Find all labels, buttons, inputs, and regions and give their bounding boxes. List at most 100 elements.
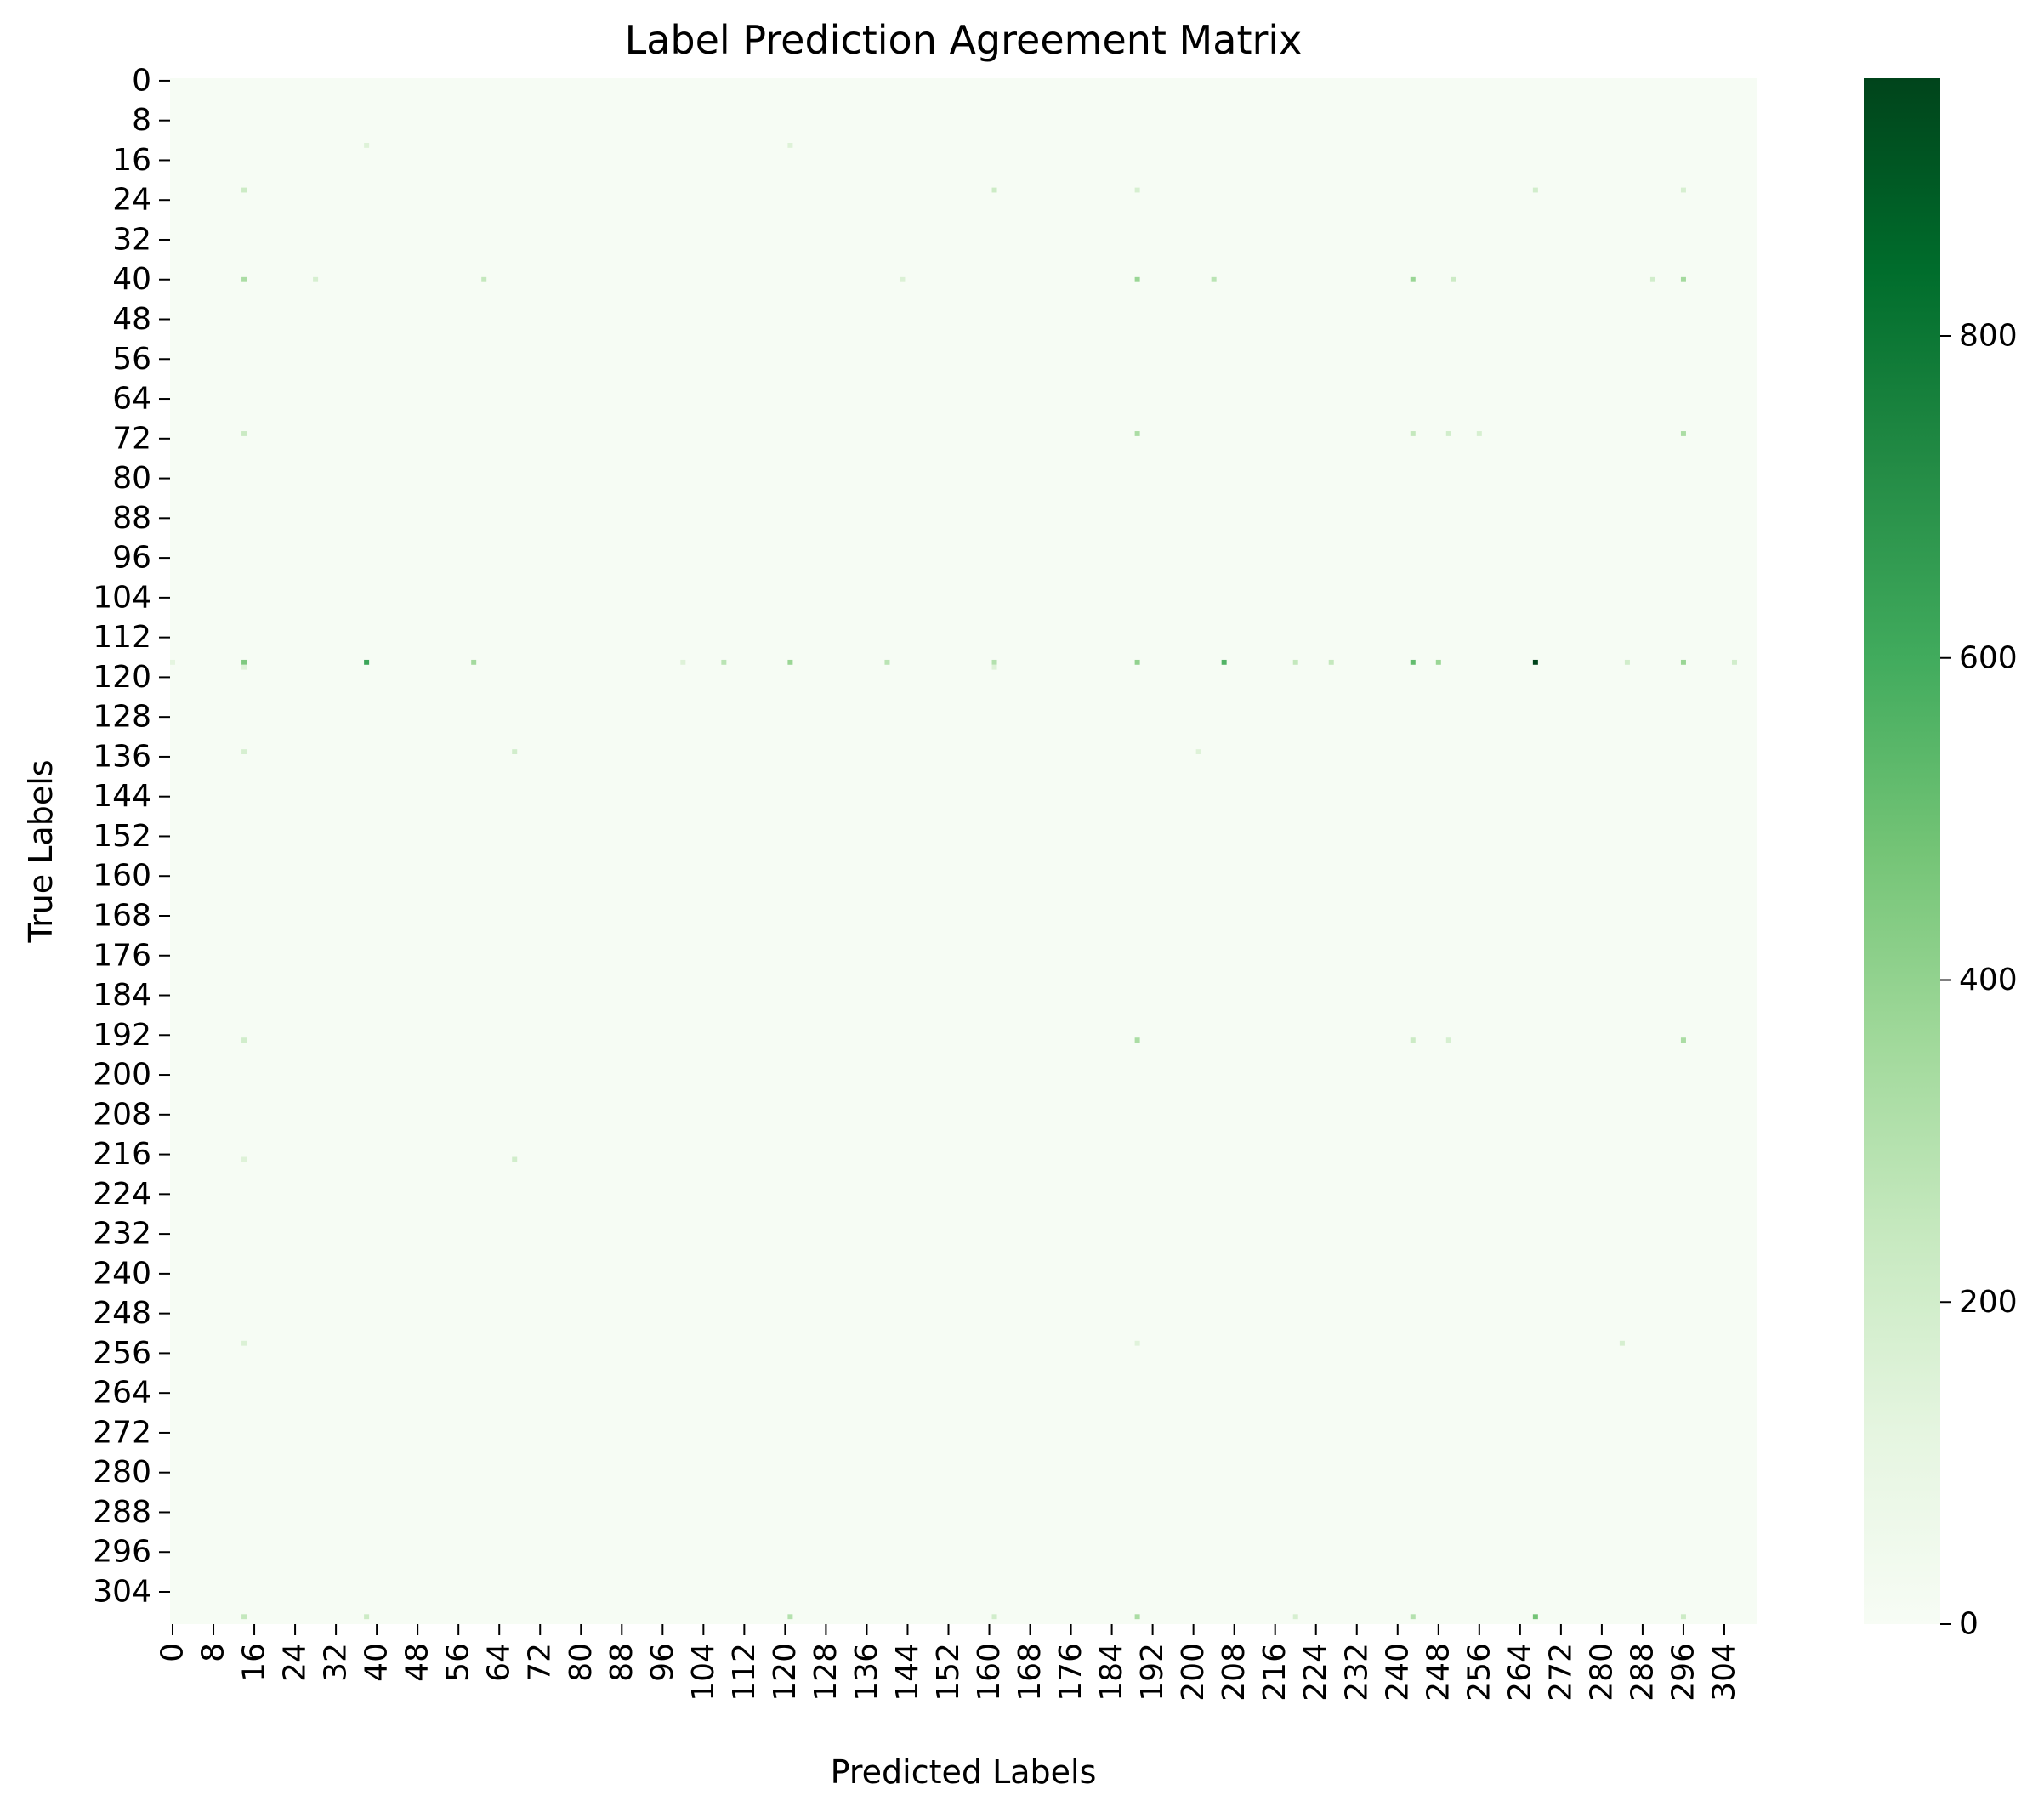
x-tick-label: 136 bbox=[849, 1643, 884, 1702]
x-tick-label: 160 bbox=[972, 1643, 1007, 1702]
y-tick-label: 0 bbox=[132, 63, 151, 98]
heatmap-cell-13-38 bbox=[364, 142, 370, 148]
heatmap-cell-22-296 bbox=[1680, 187, 1686, 193]
y-tick-label: 48 bbox=[112, 302, 151, 337]
x-tick-label: 56 bbox=[441, 1643, 476, 1682]
heatmap-cell-40-204 bbox=[1211, 276, 1217, 282]
x-tick-label: 128 bbox=[809, 1643, 843, 1702]
heatmap-cell-309-121 bbox=[787, 1614, 793, 1620]
y-tick-label: 240 bbox=[93, 1256, 151, 1291]
y-tick-label: 200 bbox=[93, 1058, 151, 1093]
heatmap-cell-71-296 bbox=[1680, 431, 1686, 436]
heatmap-cell-118-161 bbox=[991, 664, 997, 670]
y-tick-label: 184 bbox=[93, 978, 151, 1013]
x-tick-label: 280 bbox=[1584, 1643, 1619, 1702]
heatmap-cell-117-306 bbox=[1731, 659, 1737, 665]
heatmap-cell-117-38 bbox=[364, 659, 370, 665]
colorbar-tick-label: 600 bbox=[1959, 640, 2018, 675]
heatmap-cell-217-67 bbox=[512, 1156, 518, 1162]
heatmap-cell-309-14 bbox=[241, 1614, 247, 1620]
heatmap-cell-22-189 bbox=[1134, 187, 1140, 193]
x-tick-label: 40 bbox=[360, 1643, 395, 1682]
heatmap-cell-217-14 bbox=[241, 1156, 247, 1162]
heatmap-cell-309-267 bbox=[1532, 1614, 1538, 1620]
heatmap-cell-193-250 bbox=[1445, 1037, 1451, 1043]
x-tick-label: 168 bbox=[1013, 1643, 1048, 1702]
heatmap-cell-117-0 bbox=[170, 659, 175, 665]
x-tick-label: 48 bbox=[400, 1643, 435, 1682]
heatmap-cell-117-100 bbox=[680, 659, 686, 665]
x-tick-label: 248 bbox=[1421, 1643, 1456, 1702]
y-tick-label: 304 bbox=[93, 1575, 151, 1610]
x-tick-label: 96 bbox=[645, 1643, 680, 1682]
heatmap-cell-254-14 bbox=[241, 1340, 247, 1346]
y-tick-label: 264 bbox=[93, 1376, 151, 1411]
y-tick-label: 288 bbox=[93, 1495, 151, 1530]
colorbar-ticks: 0 200 400 600 800 bbox=[1940, 319, 2018, 1642]
x-tick-label: 264 bbox=[1502, 1643, 1537, 1702]
x-tick-label: 104 bbox=[686, 1643, 721, 1702]
x-tick-label: 240 bbox=[1380, 1643, 1415, 1702]
heatmap-cells bbox=[170, 142, 1737, 1620]
x-tick-label: 200 bbox=[1176, 1643, 1211, 1702]
x-tick-label: 176 bbox=[1053, 1643, 1088, 1702]
heatmap-cell-40-14 bbox=[241, 276, 247, 282]
x-tick-label: 208 bbox=[1217, 1643, 1252, 1702]
x-tick-label: 224 bbox=[1298, 1643, 1333, 1702]
x-tick-label: 256 bbox=[1462, 1643, 1496, 1702]
heatmap-cell-117-59 bbox=[471, 659, 477, 665]
x-tick-label: 184 bbox=[1094, 1643, 1129, 1702]
heatmap-plot-area bbox=[170, 78, 1757, 1624]
heatmap-cell-309-243 bbox=[1410, 1614, 1416, 1620]
heatmap-cell-309-296 bbox=[1680, 1614, 1686, 1620]
heatmap-cell-117-206 bbox=[1221, 659, 1227, 665]
y-tick-label: 96 bbox=[112, 541, 151, 576]
heatmap-cell-117-161 bbox=[991, 659, 997, 665]
y-tick-label: 152 bbox=[93, 819, 151, 854]
heatmap-cell-117-108 bbox=[721, 659, 727, 665]
heatmap-cell-135-14 bbox=[241, 749, 247, 755]
y-tick-label: 144 bbox=[93, 779, 151, 814]
heatmap-cell-309-189 bbox=[1134, 1614, 1140, 1620]
x-tick-label: 0 bbox=[156, 1643, 190, 1662]
heatmap-cell-309-161 bbox=[991, 1614, 997, 1620]
heatmap-cell-117-140 bbox=[884, 659, 890, 665]
heatmap-cell-71-14 bbox=[241, 431, 247, 436]
colorbar-gradient bbox=[1864, 78, 1940, 1624]
x-tick-label: 88 bbox=[605, 1643, 639, 1682]
heatmap-cell-117-14 bbox=[241, 659, 247, 665]
x-tick-label: 72 bbox=[523, 1643, 558, 1682]
heatmap-cell-40-251 bbox=[1451, 276, 1456, 282]
heatmap-cell-22-161 bbox=[991, 187, 997, 193]
heatmap-cell-117-121 bbox=[787, 659, 793, 665]
heatmap-cell-118-14 bbox=[241, 664, 247, 670]
heatmap-cell-71-189 bbox=[1134, 431, 1140, 436]
y-tick-label: 136 bbox=[93, 739, 151, 774]
x-tick-label: 288 bbox=[1625, 1643, 1660, 1702]
x-tick-label: 272 bbox=[1543, 1643, 1578, 1702]
heatmap-cell-117-220 bbox=[1292, 659, 1298, 665]
heatmap-cell-40-243 bbox=[1410, 276, 1416, 282]
x-tick-label: 152 bbox=[931, 1643, 966, 1702]
heatmap-cell-40-296 bbox=[1680, 276, 1686, 282]
heatmap-cell-40-61 bbox=[481, 276, 487, 282]
heatmap-cell-40-290 bbox=[1649, 276, 1655, 282]
y-tick-label: 248 bbox=[93, 1296, 151, 1331]
y-tick-label: 104 bbox=[93, 580, 151, 615]
heatmap-cell-117-227 bbox=[1328, 659, 1334, 665]
y-tick-label: 56 bbox=[112, 342, 151, 377]
heatmap-cell-254-189 bbox=[1134, 1340, 1140, 1346]
colorbar-tick-label: 800 bbox=[1959, 319, 2018, 354]
heatmap-cell-71-256 bbox=[1476, 431, 1482, 436]
y-tick-label: 112 bbox=[93, 620, 151, 655]
y-tick-label: 16 bbox=[112, 143, 151, 178]
heatmap-cell-309-38 bbox=[364, 1614, 370, 1620]
heatmap-cell-22-14 bbox=[241, 187, 247, 193]
y-tick-label: 256 bbox=[93, 1336, 151, 1371]
x-tick-label: 192 bbox=[1135, 1643, 1170, 1702]
y-tick-label: 296 bbox=[93, 1535, 151, 1570]
heatmap-cell-254-284 bbox=[1619, 1340, 1625, 1346]
y-tick-label: 128 bbox=[93, 700, 151, 735]
y-axis-ticks: 0 8 16 24 32 40 48 56 64 72 80 88 96 104 112 120 128 136 1… bbox=[93, 63, 170, 1610]
